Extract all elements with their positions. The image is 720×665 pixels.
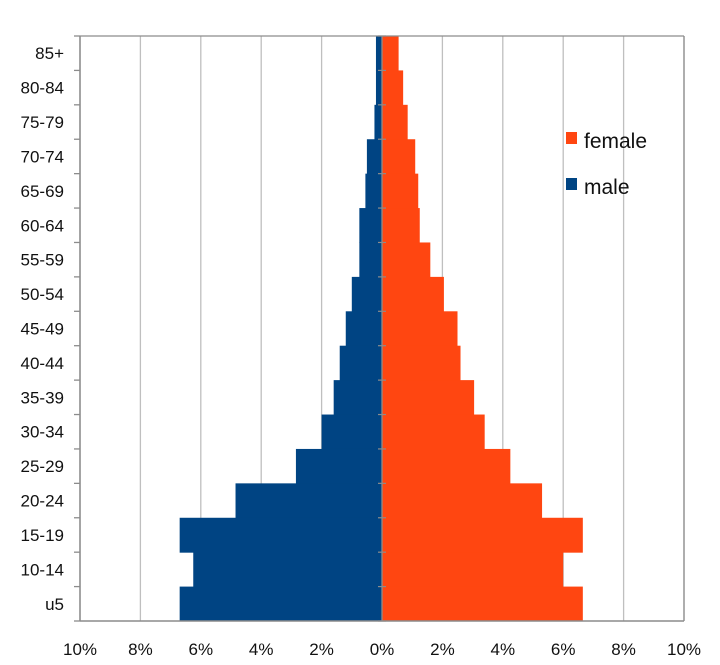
legend-swatch-male — [566, 178, 577, 190]
bar-male-40-44 — [339, 345, 382, 381]
y-tick-label: 50-54 — [21, 285, 64, 304]
bar-male-30-34 — [321, 414, 382, 450]
bar-male-15-19 — [179, 517, 382, 553]
bar-female-55-59 — [382, 242, 431, 278]
bar-female-70-74 — [382, 139, 416, 175]
bar-female-35-39 — [382, 380, 475, 416]
y-tick-label: u5 — [45, 595, 64, 614]
bar-female-60-64 — [382, 208, 420, 243]
bar-male-80-84 — [375, 70, 382, 106]
bar-male-50-54 — [351, 276, 382, 312]
bar-male-55-59 — [359, 242, 382, 278]
x-tick-label: 10% — [63, 640, 97, 659]
y-tick-label: 40-44 — [21, 354, 64, 373]
y-tick-labels: 85+ 80-84 75-79 70-74 65-69 60-64 55-59 50-54 45… — [21, 44, 65, 614]
bar-male-u5 — [179, 586, 382, 622]
x-tick-label: 4% — [249, 640, 274, 659]
bar-female-75-79 — [382, 104, 408, 140]
legend: female male — [566, 130, 647, 199]
x-tick-label: 6% — [189, 640, 214, 659]
y-tick-label: 65-69 — [21, 182, 64, 201]
bar-male-60-64 — [359, 208, 382, 243]
bar-male-70-74 — [366, 139, 382, 175]
bar-male-20-24 — [235, 483, 382, 519]
y-tick-label: 20-24 — [21, 492, 64, 511]
bar-male-85+ — [375, 36, 382, 71]
bar-female-50-54 — [382, 276, 444, 312]
bar-female-15-19 — [382, 517, 583, 553]
legend-label-female: female — [584, 130, 647, 153]
bar-female-20-24 — [382, 483, 543, 519]
x-tick-labels: 10% 8% 6% 4% 2% 0% 2% 4% 6% 8% 10% — [63, 640, 701, 659]
bar-male-75-79 — [374, 104, 382, 140]
y-tick-label: 25-29 — [21, 457, 64, 476]
x-tick-label: 8% — [611, 640, 636, 659]
x-tick-label: 0% — [370, 640, 395, 659]
x-tick-label: 8% — [128, 640, 153, 659]
y-tick-label: 70-74 — [21, 147, 64, 166]
bar-male-10-14 — [193, 552, 382, 588]
bar-male-35-39 — [333, 380, 382, 416]
y-tick-label: 85+ — [35, 44, 64, 63]
bar-female-40-44 — [382, 345, 461, 381]
bar-female-10-14 — [382, 552, 564, 588]
x-tick-label: 10% — [667, 640, 701, 659]
bar-female-80-84 — [382, 70, 404, 106]
axes — [74, 35, 685, 622]
y-tick-label: 80-84 — [21, 79, 64, 98]
y-tick-label: 45-49 — [21, 320, 64, 339]
bar-female-65-69 — [382, 173, 419, 209]
x-tick-label: 4% — [491, 640, 516, 659]
bar-female-85+ — [382, 36, 399, 71]
bar-female-45-49 — [382, 311, 458, 347]
y-tick-label: 15-19 — [21, 526, 64, 545]
y-tick-label: 55-59 — [21, 251, 64, 270]
y-tick-label: 75-79 — [21, 113, 64, 132]
y-tick-label: 30-34 — [21, 423, 64, 442]
x-tick-label: 2% — [309, 640, 334, 659]
y-tick-label: 35-39 — [21, 388, 64, 407]
bar-female-25-29 — [382, 448, 511, 484]
bar-male-65-69 — [365, 173, 382, 209]
x-tick-label: 2% — [430, 640, 455, 659]
bar-female-30-34 — [382, 414, 485, 450]
x-tick-label: 6% — [551, 640, 576, 659]
y-tick-label: 10-14 — [21, 560, 64, 579]
bar-male-25-29 — [295, 448, 382, 484]
y-tick-label: 60-64 — [21, 216, 64, 235]
bar-female-u5 — [382, 586, 583, 622]
bars — [179, 36, 583, 622]
legend-swatch-female — [566, 132, 577, 144]
legend-label-male: male — [584, 176, 630, 199]
bar-male-45-49 — [345, 311, 382, 347]
